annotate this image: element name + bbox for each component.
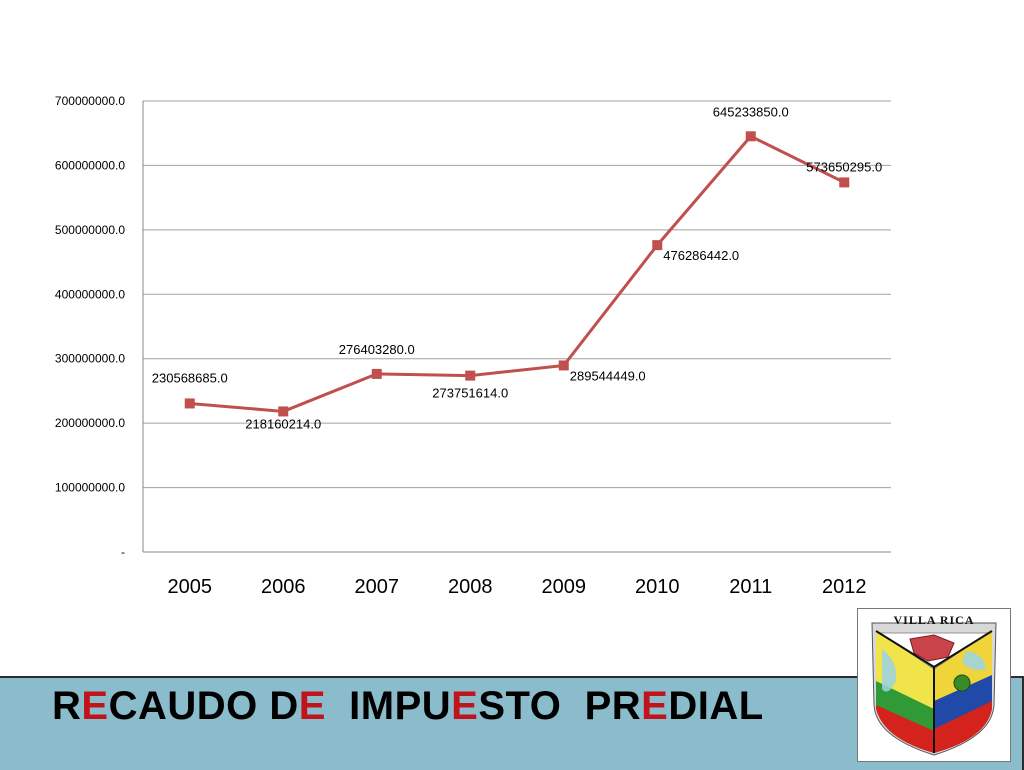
title-bar	[0, 676, 1024, 770]
title-text-segment: IMPU	[325, 684, 452, 728]
data-point-marker	[184, 398, 195, 409]
logo-text: VILLA RICA	[893, 613, 975, 627]
y-axis-ticks: - 100000000.0 200000000.0 300000000.0 400000…	[55, 94, 125, 559]
x-tick-label: 2008	[448, 576, 493, 598]
x-tick-label: 2009	[542, 576, 587, 598]
title-text-segment: DIAL	[668, 684, 764, 728]
x-tick-label: 2010	[635, 576, 680, 598]
data-label: 273751614.0	[432, 386, 508, 401]
gridlines	[142, 100, 891, 553]
data-point-marker	[371, 368, 382, 379]
y-tick-label: 200000000.0	[55, 416, 125, 430]
data-label: 645233850.0	[713, 104, 789, 119]
data-labels: 230568685.0 218160214.0 276403280.0 2737516…	[152, 104, 882, 431]
x-axis-ticks: 2005 2006 2007 2008 2009 2010 2011 2012	[168, 576, 867, 598]
data-point-marker	[652, 240, 663, 251]
line-chart: - 100000000.0 200000000.0 300000000.0 400000…	[55, 94, 891, 598]
title-text-segment: CAUDO D	[108, 684, 299, 728]
series-layer	[184, 131, 850, 417]
data-point-marker	[558, 360, 569, 371]
y-tick-label: 700000000.0	[55, 94, 125, 108]
y-tick-label: 400000000.0	[55, 287, 125, 301]
y-tick-label: -	[121, 545, 125, 559]
slide-title: RECAUDO DE IMPUESTO PREDIAL	[52, 684, 764, 729]
data-point-marker	[839, 177, 850, 188]
title-highlight-letter: E	[81, 684, 109, 728]
data-label: 573650295.0	[806, 159, 882, 174]
title-highlight-letter: E	[641, 684, 669, 728]
title-text-segment: STO PR	[478, 684, 642, 728]
y-tick-label: 300000000.0	[55, 352, 125, 366]
data-label: 218160214.0	[245, 416, 321, 431]
x-tick-label: 2006	[261, 576, 306, 598]
villa-rica-logo: VILLA RICA	[857, 608, 1011, 762]
data-label: 289544449.0	[570, 368, 646, 383]
y-tick-label: 600000000.0	[55, 158, 125, 172]
shield-emblem-icon	[871, 622, 997, 756]
data-point-marker	[745, 131, 756, 142]
data-point-marker	[278, 406, 289, 417]
x-tick-label: 2007	[355, 576, 400, 598]
y-tick-label: 100000000.0	[55, 481, 125, 495]
title-text-segment: R	[52, 684, 82, 728]
title-highlight-letter: E	[451, 684, 479, 728]
data-label: 476286442.0	[663, 248, 739, 263]
x-tick-label: 2011	[729, 576, 772, 598]
series-line	[189, 134, 845, 413]
x-tick-label: 2005	[168, 576, 213, 598]
data-point-marker	[465, 370, 476, 381]
title-highlight-letter: E	[298, 684, 326, 728]
x-tick-label: 2012	[822, 576, 867, 598]
data-label: 230568685.0	[152, 370, 228, 385]
y-tick-label: 500000000.0	[55, 223, 125, 237]
data-label: 276403280.0	[339, 342, 415, 357]
